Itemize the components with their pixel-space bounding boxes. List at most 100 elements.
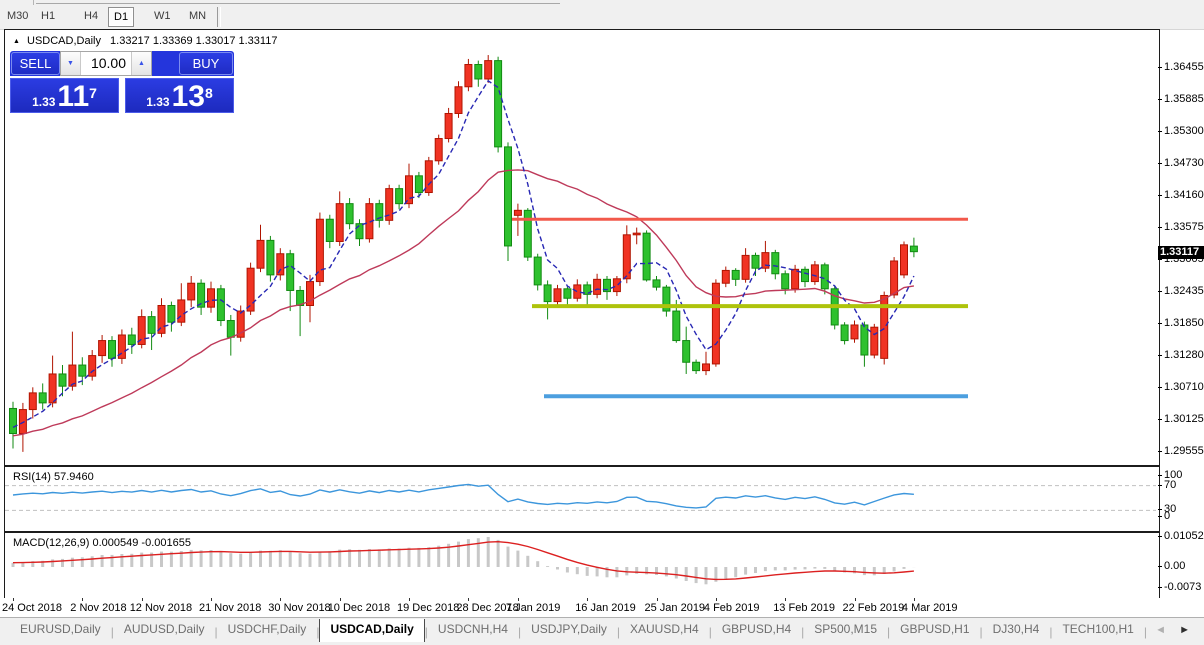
date-axis-tick (587, 598, 589, 601)
date-axis-label: 4 Mar 2019 (901, 602, 958, 614)
date-axis-label: 22 Feb 2019 (842, 602, 905, 614)
macd-histogram (11, 537, 916, 585)
timeframe-button-d1[interactable]: D1 (108, 7, 135, 27)
price-axis-tick (1158, 98, 1162, 100)
date-axis-label: 19 Dec 2018 (397, 602, 460, 614)
buy-pips: 13 (171, 80, 205, 113)
volume-field[interactable]: 10.00 (90, 55, 126, 71)
trade-panel-top-row: SELL ▼ 10.00 ▲ BUY (10, 51, 234, 76)
price-axis-tick (1158, 450, 1162, 452)
main-chart-pane[interactable]: ▲ USDCAD,Daily 1.33217 1.33369 1.33017 1… (4, 29, 1160, 466)
timeframe-button-h4[interactable]: H4 (84, 10, 99, 22)
tab-separator: | (214, 625, 218, 639)
date-axis-label: 12 Nov 2018 (129, 602, 193, 614)
tab-separator: | (316, 625, 320, 639)
price-axis-label: 1.35885 (1164, 92, 1204, 105)
chart-tab-dj30-h4[interactable]: DJ30,H4 (992, 622, 1040, 636)
tab-scroll-right-icon[interactable]: ► (1179, 624, 1190, 636)
tab-separator: | (801, 625, 805, 639)
price-axis-label: 1.31280 (1164, 348, 1204, 361)
date-axis-tick (468, 598, 470, 601)
tab-separator: | (517, 625, 522, 639)
chart-tab-usdcnh-h4[interactable]: USDCNH,H4 (437, 622, 508, 636)
chart-tab-usdcad-daily[interactable]: USDCAD,Daily (319, 619, 425, 642)
caret-up-icon: ▲ (138, 60, 145, 67)
sell-pips: 11 (57, 80, 90, 113)
timeframe-toolbar: M30 H1 H4 D1 W1 MN (0, 5, 1204, 30)
chart-tab-usdchf-daily[interactable]: USDCHF,Daily (227, 622, 307, 636)
rsi-axis-tick (1158, 509, 1162, 511)
date-axis-tick (785, 598, 787, 601)
macd-axis-tick (1158, 536, 1162, 537)
current-price-badge: 1.33117 (1158, 245, 1204, 259)
sell-big-figure: 1.33 (32, 95, 56, 109)
rsi-axis-tick (1158, 484, 1162, 486)
trade-panel-price-row: 1.33 11 7 1.33 13 8 (10, 78, 234, 113)
sell-button[interactable]: SELL (11, 52, 60, 75)
chart-tab-gbpusd-h1[interactable]: GBPUSD,H1 (900, 622, 970, 636)
ma-slow-line (12, 169, 915, 437)
macd-label: MACD(12,26,9) 0.000549 -0.001655 (13, 537, 191, 549)
chart-tab-gbpusd-h4[interactable]: GBPUSD,H4 (721, 622, 792, 636)
tab-scroll-left-icon[interactable]: ◄ (1155, 624, 1166, 636)
timeframe-button-m30[interactable]: M30 (7, 10, 29, 22)
price-axis-tick (1158, 323, 1162, 325)
buy-button[interactable]: BUY (179, 52, 233, 75)
date-axis-label: 28 Dec 2018 (456, 602, 519, 614)
chart-tab-xauusd-h4[interactable]: XAUUSD,H4 (630, 622, 699, 636)
chart-title-ohlc: 1.33217 1.33369 1.33017 1.33117 (110, 35, 278, 47)
toolbar-divider (33, 0, 34, 5)
buy-big-figure: 1.33 (146, 95, 170, 109)
macd-signal-line (12, 540, 914, 581)
macd-axis-label: -0.0073 (1164, 580, 1202, 593)
tab-separator: | (887, 625, 891, 639)
date-axis-tick (339, 598, 341, 601)
macd-axis-label: 0.00 (1164, 560, 1186, 572)
tab-separator: | (616, 625, 620, 639)
sell-price-display[interactable]: 1.33 11 7 (10, 78, 119, 113)
tab-separator: | (110, 625, 114, 639)
chart-tab-sp500-m15[interactable]: SP500,M15 (814, 622, 878, 636)
date-axis-label: 13 Feb 2019 (773, 602, 835, 614)
timeframe-button-w1[interactable]: W1 (154, 10, 171, 22)
rsi-label: RSI(14) 57.9460 (13, 471, 94, 483)
chart-tab-ukc[interactable]: UKC (1147, 618, 1150, 642)
timeframe-button-mn[interactable]: MN (189, 10, 207, 22)
date-axis-tick (280, 598, 282, 601)
chart-tab-usdjpy-daily[interactable]: USDJPY,Daily (531, 622, 607, 636)
tab-separator: | (708, 625, 712, 639)
timeframe-button-h1[interactable]: H1 (41, 10, 56, 22)
rsi-axis-label: 70 (1164, 478, 1177, 491)
price-axis-tick (1158, 66, 1162, 68)
price-axis-label: 1.30125 (1164, 413, 1204, 426)
price-axis-tick (1158, 227, 1162, 229)
rsi-axis-label: 0 (1164, 510, 1171, 522)
date-axis-tick (517, 598, 519, 601)
price-axis[interactable]: 1.36455 1.35885 1.35300 1.34730 1.34160 1.335… (1158, 29, 1204, 597)
collapse-panel-icon[interactable]: ▲ (13, 38, 20, 45)
volume-decrease-button[interactable]: ▼ (61, 52, 81, 75)
rsi-axis-tick (1158, 516, 1162, 517)
date-axis-tick (211, 598, 212, 601)
date-axis-tick (82, 598, 84, 601)
date-axis-label: 21 Nov 2018 (199, 602, 262, 614)
macd-indicator-pane: MACD(12,26,9) 0.000549 -0.001655 (4, 532, 1160, 599)
volume-increase-button[interactable]: ▲ (131, 52, 151, 75)
date-axis[interactable]: 24 Oct 2018 2 Nov 2018 12 Nov 2018 21 Nov 2… (0, 598, 1204, 617)
buy-pipette: 8 (204, 85, 213, 101)
sell-pipette: 7 (89, 85, 97, 101)
date-axis-label: 4 Feb 2019 (703, 602, 760, 614)
chart-tab-audusd-daily[interactable]: AUDUSD,Daily (123, 622, 205, 636)
price-axis-tick (1158, 290, 1162, 292)
date-axis-label: 10 Dec 2018 (327, 602, 391, 614)
buy-price-display[interactable]: 1.33 13 8 (125, 78, 234, 113)
main-chart-canvas[interactable] (5, 30, 1157, 463)
price-axis-label: 1.33575 (1164, 221, 1204, 234)
date-axis-tick (913, 598, 915, 601)
chart-tab-tech100-h1[interactable]: TECH100,H1 (1062, 622, 1134, 636)
price-axis-tick (1158, 131, 1162, 133)
chart-tab-eurusd-daily[interactable]: EURUSD,Daily (20, 622, 101, 636)
price-axis-tick (1158, 419, 1162, 421)
price-axis-label: 1.34160 (1164, 188, 1204, 201)
tab-separator: | (424, 625, 428, 639)
